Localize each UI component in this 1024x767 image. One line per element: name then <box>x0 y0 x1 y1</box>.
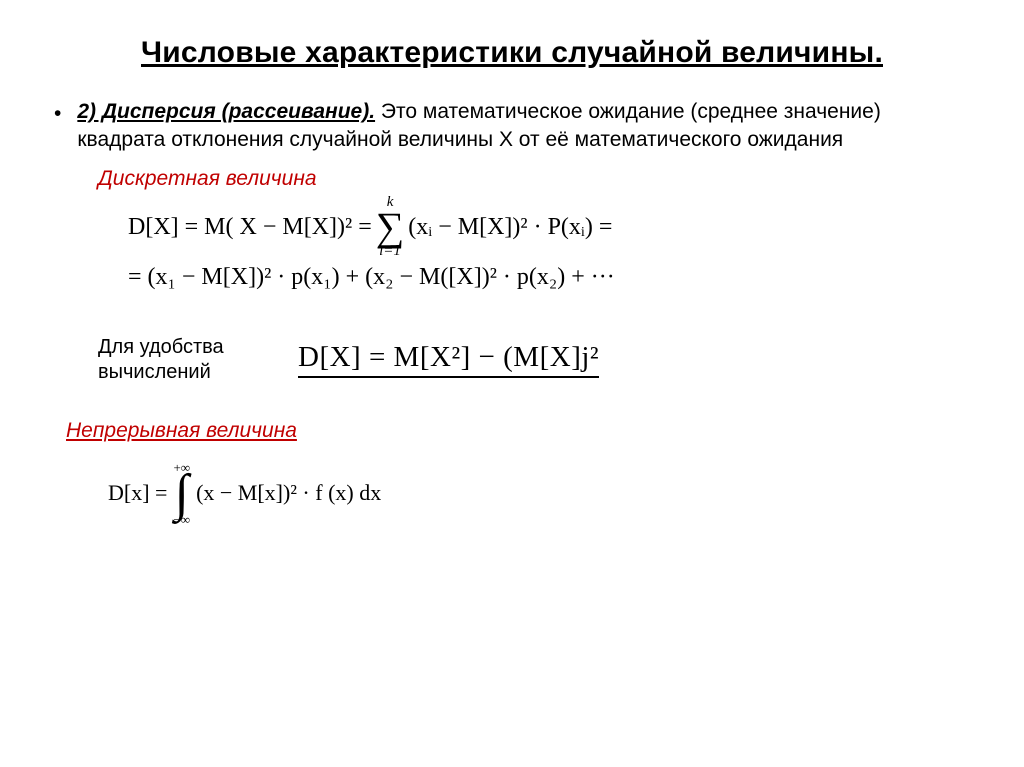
bullet-dot: • <box>54 100 61 128</box>
sum-lower: i=1 <box>379 244 401 259</box>
continuous-heading: Непрерывная величина <box>66 419 956 443</box>
discrete-formula-line2: = (x₁ − M[X])² · p(x₁) + (x₂ − M([X])² ·… <box>128 259 956 295</box>
integral-symbol: +∞ ∫ −∞ <box>173 461 190 526</box>
continuous-formula: D[x] = +∞ ∫ −∞ (x − M[x])² · f (x) dx <box>108 461 956 526</box>
definition-text: 2) Дисперсия (рассеивание). Это математи… <box>77 98 956 155</box>
integral-icon: ∫ <box>175 474 189 513</box>
discrete-formula: D[X] = M( X − M[X])² = k ∑ i=1 (xᵢ − M[X… <box>128 195 956 295</box>
discrete-formula-line1: D[X] = M( X − M[X])² = k ∑ i=1 (xᵢ − M[X… <box>128 195 956 259</box>
page-title: Числовые характеристики случайной величи… <box>68 36 956 70</box>
f1-right: (xᵢ − M[X])² · P(xᵢ) = <box>408 209 612 245</box>
sigma-symbol: k ∑ i=1 <box>376 195 405 259</box>
convenience-label: Для удобства вычислений <box>98 335 288 385</box>
f1-left: D[X] = M( X − M[X])² = <box>128 209 372 245</box>
f2-left: D[x] = <box>108 480 167 506</box>
definition-block: • 2) Дисперсия (рассеивание). Это матема… <box>54 98 956 155</box>
conv-label-line2: вычислений <box>98 361 211 383</box>
f2-right: (x − M[x])² · f (x) dx <box>196 480 381 506</box>
discrete-heading: Дискретная величина <box>98 167 956 191</box>
int-lower: −∞ <box>173 513 190 526</box>
convenience-row: Для удобства вычислений D[X] = M[X²] − (… <box>98 335 956 385</box>
convenience-formula: D[X] = M[X²] − (M[X]j² <box>298 341 599 378</box>
conv-label-line1: Для удобства <box>98 336 224 358</box>
definition-lead: 2) Дисперсия (рассеивание). <box>77 100 375 123</box>
sigma-icon: ∑ <box>376 210 405 244</box>
